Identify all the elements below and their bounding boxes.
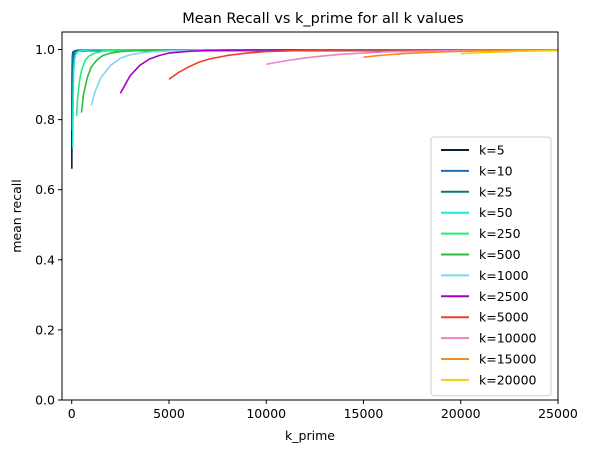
y-tick-label: 0.4 <box>35 252 55 267</box>
series-line-k-5000 <box>168 49 558 80</box>
series-line-k-500 <box>80 49 558 113</box>
legend-label: k=10 <box>479 163 513 178</box>
series-line-k-25 <box>71 49 558 120</box>
legend-box <box>430 136 552 397</box>
legend-label: k=500 <box>479 247 521 262</box>
series-line-k-1000 <box>90 49 558 106</box>
legend-label: k=50 <box>479 205 513 220</box>
y-tick-label: 1.0 <box>35 42 55 57</box>
legend-label: k=5 <box>479 143 505 158</box>
y-tick-label: 0.0 <box>35 393 55 408</box>
x-tick-label: 10000 <box>246 406 286 421</box>
legend-label: k=20000 <box>479 372 537 387</box>
x-tick-label: 15000 <box>344 406 384 421</box>
x-tick-label: 0 <box>68 406 76 421</box>
x-axis-label: k_prime <box>285 428 335 443</box>
legend-label: k=25 <box>479 184 513 199</box>
x-axis-ticks: 0 5000 10000 15000 20000 25000 <box>68 400 578 421</box>
legend-label: k=15000 <box>479 352 537 367</box>
x-tick-label: 20000 <box>441 406 481 421</box>
legend: k=5 k=10 k=25 k=50 k=250 k=500 k=1000 k=2500 k=5… <box>430 136 552 397</box>
y-tick-label: 0.2 <box>35 322 55 337</box>
y-tick-label: 0.6 <box>35 182 55 197</box>
plot-frame <box>61 31 559 401</box>
legend-label: k=250 <box>479 226 521 241</box>
y-axis-ticks: 0.0 0.2 0.4 0.6 0.8 1.0 <box>35 42 62 408</box>
legend-label: k=1000 <box>479 268 529 283</box>
series-line-k-15000 <box>363 49 559 59</box>
legend-label: k=5000 <box>479 310 529 325</box>
series-line-k-20000 <box>460 49 559 55</box>
series-line-k-2500 <box>119 49 558 94</box>
series-line-k-50 <box>71 49 558 148</box>
legend-label: k=2500 <box>479 289 529 304</box>
y-tick-label: 0.8 <box>35 112 55 127</box>
chart-title: Mean Recall vs k_prime for all k values <box>182 11 464 27</box>
plot-lines <box>71 49 559 169</box>
y-axis-label: mean recall <box>9 179 24 252</box>
x-tick-label: 25000 <box>538 406 578 421</box>
legend-label: k=10000 <box>479 331 537 346</box>
x-tick-label: 5000 <box>153 406 185 421</box>
